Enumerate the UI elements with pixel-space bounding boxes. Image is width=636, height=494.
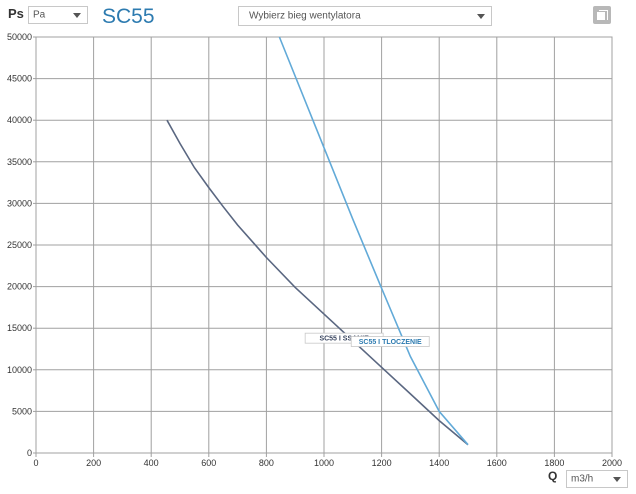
x-tick-label: 1400 (429, 458, 449, 468)
y-tick-label: 0 (27, 448, 32, 458)
ps-axis-label: Ps (8, 6, 24, 21)
q-axis-label: Q (548, 469, 558, 483)
x-tick-label: 1000 (314, 458, 334, 468)
x-tick-label: 1800 (544, 458, 564, 468)
y-tick-label: 45000 (7, 74, 32, 84)
x-tick-label: 1600 (487, 458, 507, 468)
y-tick-label: 40000 (7, 115, 32, 125)
x-tick-label: 800 (259, 458, 274, 468)
series-label-0: SC55 I SSANIE (319, 336, 369, 343)
y-tick-label: 20000 (7, 282, 32, 292)
pressure-unit-select[interactable]: Pa (28, 6, 88, 24)
fan-gear-placeholder: Wybierz bieg wentylatora (249, 10, 361, 22)
copy-button[interactable] (593, 6, 611, 24)
x-tick-label: 2000 (602, 458, 622, 468)
y-tick-label: 10000 (7, 365, 32, 375)
y-tick-label: 50000 (7, 32, 32, 42)
x-tick-label: 200 (86, 458, 101, 468)
flow-unit-value: m3/h (571, 473, 594, 485)
series-line-0 (166, 119, 469, 446)
y-tick-label: 35000 (7, 157, 32, 167)
chevron-down-icon (477, 14, 485, 19)
x-tick-label: 600 (201, 458, 216, 468)
y-tick-label: 5000 (12, 406, 32, 416)
chevron-down-icon (73, 13, 81, 18)
page-title: SC55 (102, 5, 155, 28)
series-label-1: SC55 I TLOCZENIE (359, 339, 422, 346)
flow-unit-select[interactable]: m3/h (566, 470, 628, 488)
series-label-box-1 (350, 336, 430, 347)
copy-icon-back (599, 10, 608, 20)
x-tick-label: 1200 (372, 458, 392, 468)
copy-icon (597, 12, 605, 20)
series-line-1 (278, 36, 469, 446)
y-tick-label: 25000 (7, 240, 32, 250)
fan-gear-select[interactable]: Wybierz bieg wentylatora (238, 6, 492, 26)
y-tick-label: 15000 (7, 323, 32, 333)
pressure-unit-value: Pa (33, 9, 46, 21)
x-tick-label: 400 (144, 458, 159, 468)
x-tick-label: 0 (33, 458, 38, 468)
chevron-down-icon (613, 477, 621, 482)
y-tick-label: 30000 (7, 198, 32, 208)
